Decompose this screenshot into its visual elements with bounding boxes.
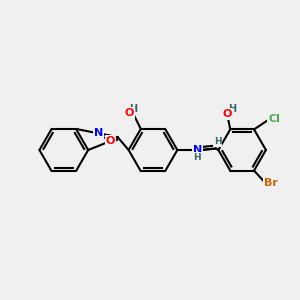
Text: H: H <box>228 104 236 114</box>
Text: N: N <box>193 145 202 155</box>
Text: Cl: Cl <box>268 114 280 124</box>
Text: Br: Br <box>264 178 278 188</box>
Text: O: O <box>223 109 232 119</box>
Text: O: O <box>124 108 134 118</box>
Text: H: H <box>194 153 201 162</box>
Text: O: O <box>106 136 115 146</box>
Text: H: H <box>129 104 137 114</box>
Text: N: N <box>94 128 103 138</box>
Text: H: H <box>214 137 221 146</box>
